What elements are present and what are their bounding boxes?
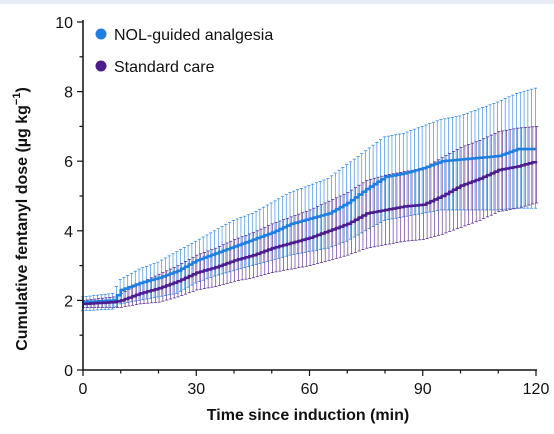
y-axis-title-sup: −1: [11, 93, 23, 106]
y-tick-label: 0: [64, 363, 73, 380]
legend: NOL-guided analgesia Standard care: [95, 27, 273, 76]
y-axis-title-close: ): [14, 87, 31, 92]
y-tick-label: 10: [55, 15, 73, 32]
x-tick-label: 0: [79, 381, 88, 398]
legend-marker-nol: [95, 28, 107, 40]
legend-label-nol: NOL-guided analgesia: [114, 27, 273, 44]
x-ticks: 0 30 60 90 120: [79, 370, 550, 398]
y-tick-label: 8: [64, 85, 73, 102]
y-axis-title-main: Cumulative fentanyl dose (µg kg: [14, 105, 31, 351]
error-bars: [80, 87, 539, 312]
y-axis-title: Cumulative fentanyl dose (µg kg−1): [11, 87, 31, 351]
y-tick-label: 4: [64, 224, 73, 241]
legend-marker-standard: [95, 60, 107, 72]
legend-label-standard: Standard care: [114, 59, 215, 76]
x-tick-label: 60: [301, 381, 319, 398]
y-tick-label: 6: [64, 154, 73, 171]
standard-series-line: [83, 160, 538, 306]
x-tick-label: 30: [187, 381, 205, 398]
x-tick-label: 120: [523, 381, 550, 398]
x-tick-label: 90: [414, 381, 432, 398]
nol-series-line: [83, 147, 536, 304]
series-lines: [83, 147, 538, 306]
y-ticks: 0 2 4 6 8 10: [55, 15, 83, 380]
x-axis-title: Time since induction (min): [207, 407, 409, 424]
top-strip: [0, 0, 554, 4]
y-tick-label: 2: [64, 293, 73, 310]
